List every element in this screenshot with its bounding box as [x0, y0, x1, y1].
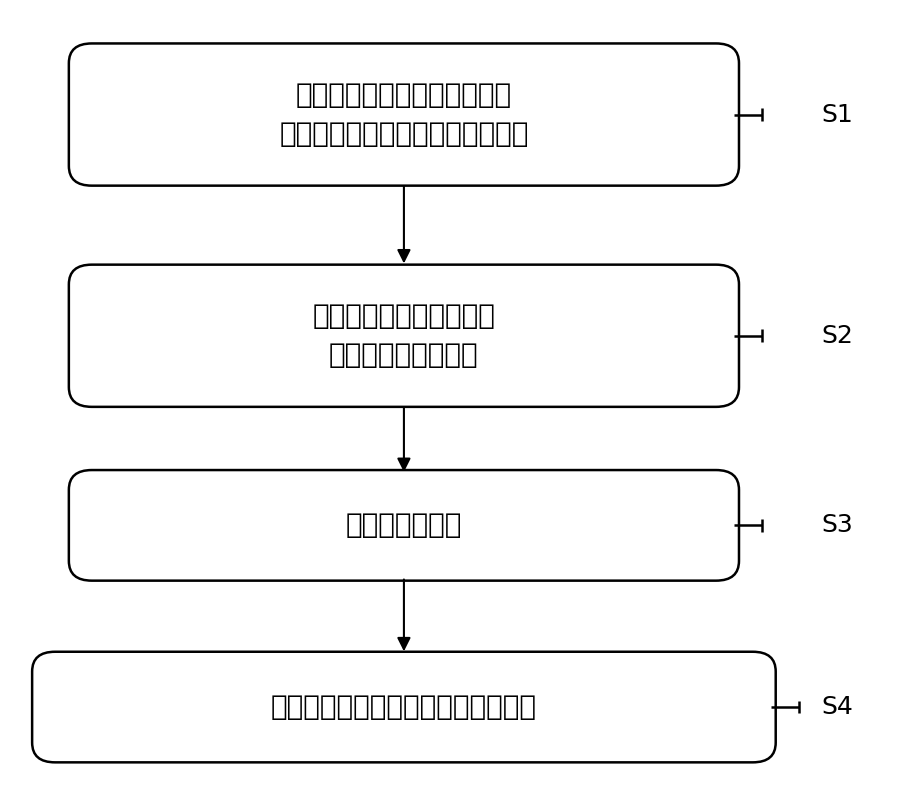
Text: 现场数据采集终端进行浆
液性能参数测定任务: 现场数据采集终端进行浆 液性能参数测定任务	[312, 303, 496, 369]
FancyBboxPatch shape	[32, 652, 776, 762]
Text: 数据处理和分析: 数据处理和分析	[346, 511, 462, 540]
Text: 调试现场数据采集终端及其与
远程服务器之间通信网络的连通性: 调试现场数据采集终端及其与 远程服务器之间通信网络的连通性	[279, 81, 529, 148]
Text: S1: S1	[822, 103, 854, 126]
Text: 数据管理与发布，传送给远程服务器: 数据管理与发布，传送给远程服务器	[271, 693, 537, 721]
FancyBboxPatch shape	[69, 470, 739, 581]
Text: S3: S3	[822, 514, 854, 537]
Text: S2: S2	[822, 324, 854, 348]
Text: S4: S4	[822, 695, 854, 719]
FancyBboxPatch shape	[69, 265, 739, 407]
FancyBboxPatch shape	[69, 43, 739, 186]
